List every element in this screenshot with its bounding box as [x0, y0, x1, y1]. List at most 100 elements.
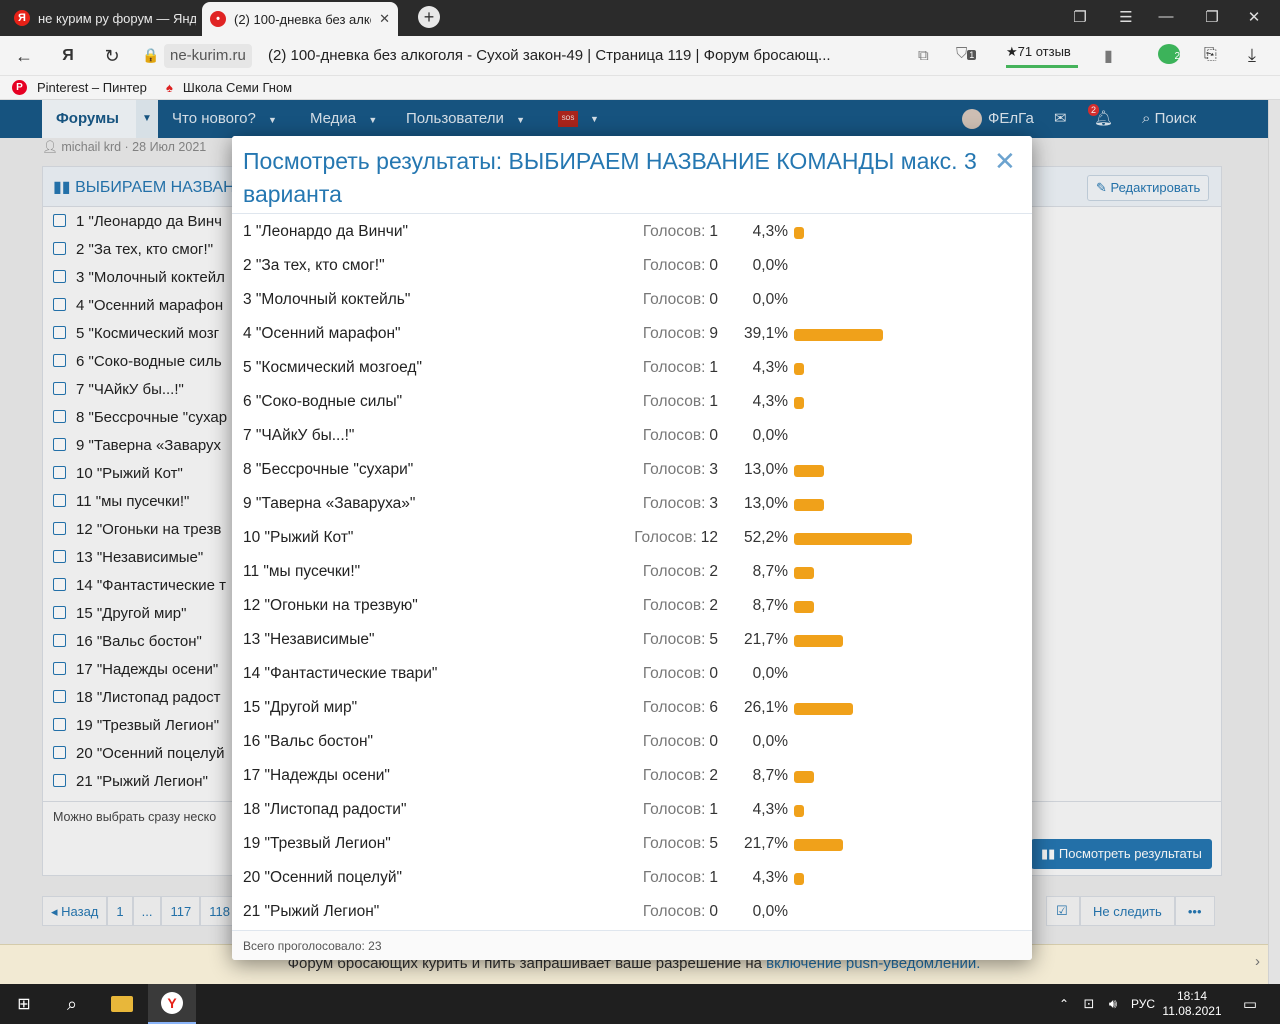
adblock-icon[interactable]: 2: [1158, 44, 1180, 64]
checkbox-icon[interactable]: [53, 298, 66, 311]
language-indicator[interactable]: РУС: [1130, 997, 1156, 1011]
clock[interactable]: 18:14 11.08.2021: [1162, 984, 1221, 1024]
close-window-icon[interactable]: ✕: [1247, 9, 1261, 26]
close-tab-icon[interactable]: ✕: [379, 11, 390, 26]
chevron-down-icon[interactable]: ▼: [267, 115, 277, 125]
page-scrollbar[interactable]: [1268, 100, 1280, 984]
checkbox-icon[interactable]: [53, 746, 66, 759]
restore-icon[interactable]: ❐: [1205, 9, 1219, 26]
bell-icon[interactable]: 🔔︎ 2: [1088, 100, 1113, 138]
download-icon[interactable]: ⤓: [1248, 45, 1256, 65]
poll-option[interactable]: 4 "Осенний марафон: [53, 297, 223, 314]
chevron-up-icon[interactable]: ⌃: [1058, 997, 1070, 1011]
edit-button[interactable]: ✎ Редактировать: [1087, 175, 1210, 201]
checkbox-icon[interactable]: [53, 522, 66, 535]
checkbox-icon[interactable]: [53, 466, 66, 479]
page-title-in-address[interactable]: (2) 100-дневка без алкоголя - Сухой зако…: [268, 47, 831, 64]
yandex-browser-icon[interactable]: Y: [148, 984, 196, 1024]
checkbox-icon[interactable]: [53, 662, 66, 675]
bookmark-school[interactable]: ♠ Школа Семи Гном: [166, 80, 292, 95]
checkbox-icon[interactable]: [53, 326, 66, 339]
more-button[interactable]: •••: [1174, 896, 1215, 926]
reviews-badge[interactable]: ★71 отзыв: [1006, 44, 1078, 68]
checkbox-icon[interactable]: [53, 410, 66, 423]
checkbox-icon[interactable]: [53, 550, 66, 563]
poll-option[interactable]: 15 "Другой мир": [53, 605, 186, 622]
poll-option[interactable]: 17 "Надежды осени": [53, 661, 218, 678]
nav-user[interactable]: ФЕлГа: [962, 100, 1034, 138]
page-1[interactable]: 1: [107, 896, 133, 926]
browser-tab-1[interactable]: Я не курим ру форум — Янд: [6, 4, 196, 32]
checkbox-icon[interactable]: [53, 634, 66, 647]
tab-manager-icon[interactable]: ❐: [1073, 9, 1087, 26]
view-results-button[interactable]: ▮▮ Посмотреть результаты: [1031, 839, 1212, 869]
checkbox-icon[interactable]: [53, 606, 66, 619]
checkbox-icon[interactable]: ☑: [1046, 896, 1080, 926]
reload-icon[interactable]: ↻: [104, 46, 120, 66]
poll-option[interactable]: 14 "Фантастические т: [53, 577, 226, 594]
poll-option[interactable]: 19 "Трезвый Легион": [53, 717, 219, 734]
poll-option[interactable]: 6 "Соко-водные силь: [53, 353, 222, 370]
checkbox-icon[interactable]: [53, 494, 66, 507]
bookmark-icon[interactable]: ▮: [1104, 48, 1113, 65]
poll-option[interactable]: 8 "Бессрочные "сухар: [53, 409, 227, 426]
unwatch-button[interactable]: Не следить: [1080, 896, 1175, 926]
browser-tab-2[interactable]: • (2) 100-дневка без алко ✕: [202, 2, 398, 36]
checkbox-icon[interactable]: [53, 438, 66, 451]
checkbox-icon[interactable]: [53, 242, 66, 255]
yandex-icon[interactable]: Я: [62, 47, 74, 64]
poll-option[interactable]: 1 "Леонардо да Винч: [53, 213, 222, 230]
poll-option[interactable]: 21 "Рыжий Легион": [53, 773, 208, 790]
page-ellipsis[interactable]: ...: [132, 896, 162, 926]
extension-icon[interactable]: ⎘: [1204, 46, 1217, 63]
new-tab-button[interactable]: +: [418, 6, 440, 28]
page-prev[interactable]: ◂ Назад: [42, 896, 108, 926]
poll-option[interactable]: 9 "Таверна «Заварух: [53, 437, 221, 454]
volume-icon[interactable]: 🔊︎: [1108, 996, 1118, 1011]
network-icon[interactable]: ⊡: [1083, 996, 1095, 1011]
poll-option[interactable]: 10 "Рыжий Кот": [53, 465, 183, 482]
close-notice-icon[interactable]: ›: [1255, 953, 1260, 970]
search-icon[interactable]: ⌕: [66, 993, 78, 1014]
chevron-down-icon[interactable]: ▼: [136, 100, 158, 138]
copy-icon[interactable]: ⧉: [918, 47, 929, 64]
checkbox-icon[interactable]: [53, 774, 66, 787]
checkbox-icon[interactable]: [53, 270, 66, 283]
close-icon[interactable]: ✕: [994, 146, 1016, 176]
sos-icon[interactable]: SOS: [558, 111, 578, 127]
nav-search[interactable]: ⌕ Поиск: [1142, 100, 1196, 138]
protect-icon[interactable]: ⛉ 1: [956, 45, 977, 62]
checkbox-icon[interactable]: [53, 214, 66, 227]
chevron-down-icon[interactable]: ▼: [516, 115, 525, 125]
checkbox-icon[interactable]: [53, 718, 66, 731]
minimize-icon[interactable]: —: [1158, 8, 1174, 25]
poll-option[interactable]: 3 "Молочный коктейл: [53, 269, 225, 286]
poll-option[interactable]: 20 "Осенний поцелуй: [53, 745, 225, 762]
page-117[interactable]: 117: [161, 896, 201, 926]
poll-option[interactable]: 18 "Листопад радост: [53, 689, 220, 706]
browser-menu-icon[interactable]: ☰: [1119, 9, 1133, 26]
domain-chip[interactable]: ne-kurim.ru: [164, 44, 252, 68]
nav-forums[interactable]: Форумы ▼: [42, 100, 158, 138]
nav-users[interactable]: Пользователи ▼: [406, 100, 525, 138]
poll-option[interactable]: 5 "Космический мозг: [53, 325, 219, 342]
inbox-icon[interactable]: ✉: [1054, 110, 1067, 127]
poll-option[interactable]: 16 "Вальс бостон": [53, 633, 202, 650]
poll-option[interactable]: 7 "ЧАйкУ бы...!": [53, 381, 184, 398]
nav-media[interactable]: Медиа ▼: [310, 100, 377, 138]
poll-option[interactable]: 11 "мы пусечки!": [53, 493, 189, 510]
chevron-down-icon[interactable]: ▼: [590, 114, 599, 124]
nav-whats-new[interactable]: Что нового? ▼: [172, 100, 277, 138]
checkbox-icon[interactable]: [53, 354, 66, 367]
file-explorer-icon[interactable]: [98, 984, 146, 1024]
windows-start-icon[interactable]: ⊞: [17, 996, 31, 1013]
checkbox-icon[interactable]: [53, 382, 66, 395]
poll-option[interactable]: 2 "За тех, кто смог!": [53, 241, 213, 258]
checkbox-icon[interactable]: [53, 690, 66, 703]
back-icon[interactable]: ←: [15, 46, 33, 66]
notifications-icon[interactable]: ▭: [1242, 996, 1258, 1013]
poll-option[interactable]: 13 "Независимые": [53, 549, 203, 566]
poll-option[interactable]: 12 "Огоньки на трезв: [53, 521, 221, 538]
chevron-down-icon[interactable]: ▼: [368, 115, 378, 125]
bookmark-pinterest[interactable]: P Pinterest – Пинтер: [12, 80, 147, 95]
